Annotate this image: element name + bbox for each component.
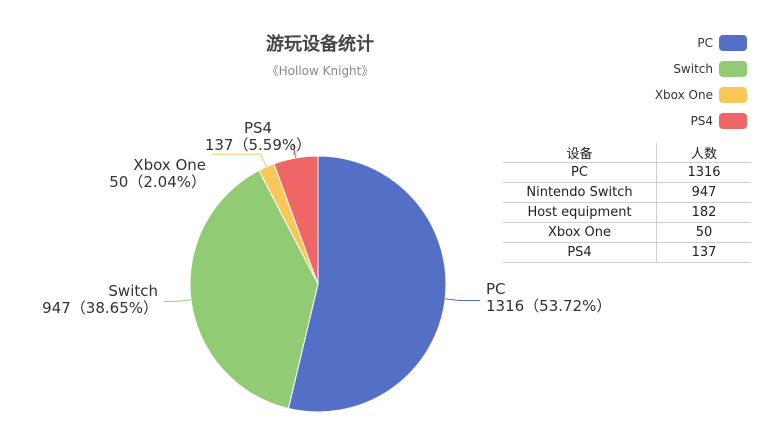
legend-swatch-ps4 xyxy=(719,113,747,129)
table-cell-count: 1316 xyxy=(656,162,751,183)
table-row: Nintendo Switch 947 xyxy=(503,182,751,203)
table-header-row: 设备 人数 xyxy=(503,143,751,163)
table-row: Host equipment 182 xyxy=(503,202,751,223)
leader-line-xbox-one xyxy=(212,153,267,168)
pie-slice-pc[interactable] xyxy=(287,155,447,413)
table-row: PS4 137 xyxy=(503,242,751,263)
legend-label-xbox-one: Xbox One xyxy=(654,88,713,102)
table-cell-count: 182 xyxy=(656,202,751,223)
legend-swatch-pc xyxy=(719,35,747,51)
table-cell-count: 50 xyxy=(656,222,751,243)
table-cell-count: 137 xyxy=(656,242,751,263)
legend-item-ps4[interactable]: PS4 xyxy=(607,108,747,134)
slice-label-switch: Switch 947（38.65%） xyxy=(42,282,158,317)
table-cell-device: PS4 xyxy=(503,242,657,263)
device-stats-table: 设备 人数 PC 1316 Nintendo Switch 947 Host e… xyxy=(503,143,751,263)
table-row: Xbox One 50 xyxy=(503,222,751,243)
legend-item-xbox-one[interactable]: Xbox One xyxy=(607,82,747,108)
table-row: PC 1316 xyxy=(503,162,751,183)
table-cell-device: PC xyxy=(503,162,657,183)
leader-line-ps4 xyxy=(292,143,297,159)
leader-line-switch xyxy=(164,299,192,302)
legend-item-pc[interactable]: PC xyxy=(607,30,747,56)
legend-label-switch: Switch xyxy=(673,62,713,76)
chart-title: 游玩设备统计 xyxy=(266,34,374,55)
table-header-device: 设备 xyxy=(503,143,657,163)
legend-item-switch[interactable]: Switch xyxy=(607,56,747,82)
legend: PC Switch Xbox One PS4 xyxy=(607,30,747,134)
slice-label-pc: PC 1316（53.72%） xyxy=(486,280,611,315)
table-cell-device: Xbox One xyxy=(503,222,657,243)
legend-label-pc: PC xyxy=(697,36,713,50)
leader-line-pc xyxy=(445,298,480,302)
table-cell-device: Host equipment xyxy=(503,202,657,223)
legend-swatch-switch xyxy=(719,61,747,77)
table-cell-device: Nintendo Switch xyxy=(503,182,657,203)
legend-label-ps4: PS4 xyxy=(690,114,714,128)
legend-swatch-xbox-one xyxy=(719,87,747,103)
table-cell-count: 947 xyxy=(656,182,751,203)
slice-label-ps4: PS4 137（5.59%） xyxy=(205,119,311,154)
table-header-count: 人数 xyxy=(656,143,751,163)
slice-label-xbox-one: Xbox One 50（2.04%） xyxy=(109,156,206,191)
pie-slice-ps4[interactable] xyxy=(273,155,319,285)
chart-subtitle: 《Hollow Knight》 xyxy=(266,64,374,78)
pie-slice-switch[interactable] xyxy=(189,169,319,410)
